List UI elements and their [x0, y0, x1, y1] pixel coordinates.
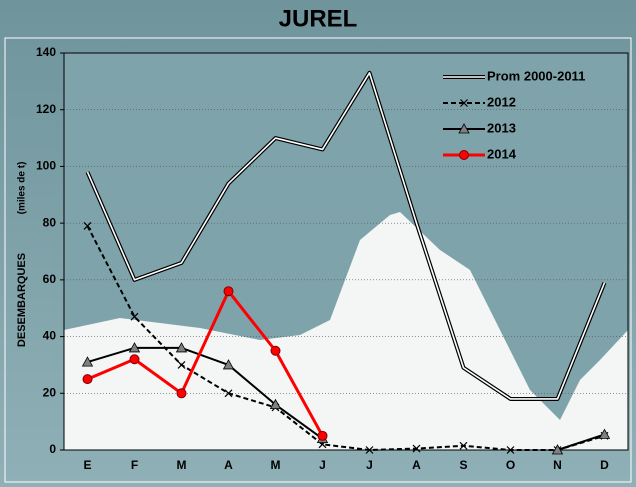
legend-label: Prom 2000-2011 — [487, 68, 585, 83]
data-point — [130, 312, 139, 321]
x-tick-label: M — [271, 458, 281, 472]
x-tick-label: O — [506, 458, 515, 472]
y-tick-label: 40 — [43, 329, 57, 343]
data-point — [129, 354, 140, 365]
data-point — [224, 389, 233, 398]
y-tick-label: 140 — [36, 45, 56, 59]
x-tick-label: A — [412, 458, 421, 472]
y-tick-label: 0 — [49, 442, 56, 456]
data-point — [365, 446, 374, 454]
y-tick-label: 100 — [36, 159, 56, 173]
y-axis-label: DESEMBARQUES — [16, 253, 28, 347]
legend-marker — [460, 99, 468, 107]
data-point — [270, 345, 281, 356]
x-tick-label: A — [224, 458, 233, 472]
data-point — [598, 428, 611, 439]
series-line — [86, 289, 324, 437]
data-point — [177, 361, 186, 369]
data-point — [128, 342, 141, 353]
x-tick-label: J — [319, 458, 326, 472]
x-tick-label: N — [553, 458, 562, 472]
legend-label: 2013 — [487, 120, 516, 135]
data-point — [176, 388, 187, 399]
data-point — [81, 356, 94, 367]
series-line — [87, 346, 324, 440]
series-line — [86, 225, 605, 451]
data-point — [223, 286, 234, 297]
data-point — [551, 444, 564, 455]
y-tick-label: 80 — [43, 215, 57, 229]
plot-frame — [63, 52, 629, 451]
chart-title: JUREL — [279, 5, 358, 32]
x-tick-label: D — [600, 458, 609, 472]
background-landscape — [64, 212, 628, 450]
data-point — [82, 374, 93, 385]
data-point — [459, 441, 468, 450]
x-tick-label: E — [83, 458, 91, 472]
data-point — [317, 430, 328, 441]
data-point — [222, 359, 235, 370]
data-point — [175, 342, 188, 353]
data-point — [412, 444, 421, 453]
x-tick-label: S — [459, 458, 467, 472]
y-tick-label: 20 — [43, 385, 57, 399]
y-tick-label: 60 — [43, 272, 57, 286]
data-point — [83, 222, 92, 230]
x-tick-label: J — [366, 458, 373, 472]
outer-frame — [4, 37, 632, 483]
series-line — [557, 433, 605, 451]
legend-label: 2014 — [487, 146, 517, 161]
data-point — [506, 446, 515, 454]
y-tick-label: 120 — [36, 102, 56, 116]
x-tick-label: F — [131, 458, 138, 472]
legend-label: 2012 — [487, 94, 516, 109]
series-line-inner — [86, 72, 606, 400]
y-axis-unit: (miles de t) — [17, 162, 28, 215]
legend-marker — [458, 123, 470, 134]
legend-marker — [459, 150, 469, 160]
data-point — [269, 398, 282, 410]
x-tick-label: M — [177, 458, 187, 472]
